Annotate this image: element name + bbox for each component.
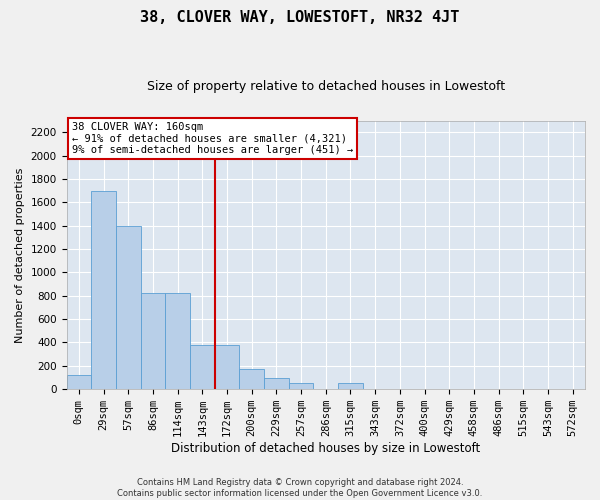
Bar (264, 378, 289, 389)
Bar (239, 369, 264, 389)
Bar (289, 384, 313, 389)
Bar (190, 345, 215, 389)
Bar (67, 375, 91, 389)
Bar (165, 294, 190, 389)
Bar (116, 226, 140, 389)
Title: Size of property relative to detached houses in Lowestoft: Size of property relative to detached ho… (147, 80, 505, 93)
Bar (140, 294, 165, 389)
Bar (215, 346, 239, 389)
Bar (91, 190, 116, 389)
Text: 38, CLOVER WAY, LOWESTOFT, NR32 4JT: 38, CLOVER WAY, LOWESTOFT, NR32 4JT (140, 10, 460, 25)
Bar (338, 384, 363, 389)
Y-axis label: Number of detached properties: Number of detached properties (15, 167, 25, 342)
Text: Contains HM Land Registry data © Crown copyright and database right 2024.
Contai: Contains HM Land Registry data © Crown c… (118, 478, 482, 498)
Text: 38 CLOVER WAY: 160sqm
← 91% of detached houses are smaller (4,321)
9% of semi-de: 38 CLOVER WAY: 160sqm ← 91% of detached … (72, 122, 353, 155)
X-axis label: Distribution of detached houses by size in Lowestoft: Distribution of detached houses by size … (171, 442, 481, 455)
